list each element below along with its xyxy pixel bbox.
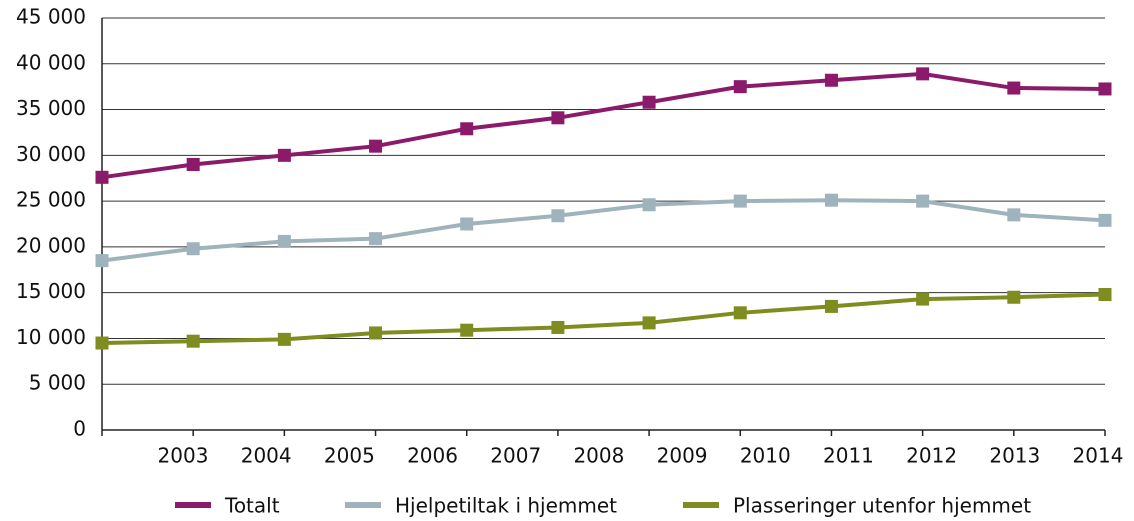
point-marker — [1007, 81, 1021, 95]
x-tick-label: 2013 — [989, 444, 1040, 468]
point-marker — [186, 334, 200, 348]
point-marker — [277, 148, 291, 162]
point-marker — [642, 95, 656, 109]
point-marker — [824, 193, 838, 207]
y-tick-label: 20 000 — [16, 233, 86, 257]
point-marker — [733, 306, 747, 320]
point-marker — [733, 194, 747, 208]
point-marker — [1007, 290, 1021, 304]
legend-label: Hjelpetiltak i hjemmet — [395, 494, 617, 518]
point-marker — [460, 122, 474, 136]
series-line — [101, 198, 1106, 263]
x-tick-label: 2009 — [657, 444, 708, 468]
x-tick-label: 2003 — [158, 444, 209, 468]
x-tick-label: 2006 — [407, 444, 458, 468]
x-tick-label: 2010 — [740, 444, 791, 468]
point-marker — [551, 320, 565, 334]
x-tick-label: 2014 — [1073, 444, 1124, 468]
x-tick-label: 2008 — [573, 444, 624, 468]
point-marker — [551, 209, 565, 223]
point-marker — [1098, 213, 1112, 227]
y-tick-label: 10 000 — [16, 325, 86, 349]
x-tick-label: 2007 — [490, 444, 541, 468]
y-tick-label: 35 000 — [16, 96, 86, 120]
x-tick-label: 2011 — [823, 444, 874, 468]
y-tick-label: 45 000 — [16, 5, 86, 29]
point-marker — [95, 336, 109, 350]
point-marker — [369, 139, 383, 153]
point-marker — [642, 316, 656, 330]
point-marker — [369, 232, 383, 246]
point-marker — [1007, 208, 1021, 222]
point-marker — [369, 326, 383, 340]
point-marker — [551, 111, 565, 125]
x-tick-label: 2004 — [241, 444, 292, 468]
y-tick-label: 25 000 — [16, 188, 86, 212]
x-tick-label: 2012 — [906, 444, 957, 468]
y-tick-label: 15 000 — [16, 279, 86, 303]
point-marker — [460, 217, 474, 231]
point-marker — [916, 194, 930, 208]
point-marker — [460, 323, 474, 337]
point-marker — [1098, 287, 1112, 301]
y-tick-label: 40 000 — [16, 50, 86, 74]
point-marker — [733, 80, 747, 94]
point-marker — [277, 332, 291, 346]
y-tick-label: 30 000 — [16, 142, 86, 166]
point-marker — [277, 234, 291, 248]
point-marker — [916, 67, 930, 81]
series-line — [101, 292, 1106, 346]
series-line — [101, 71, 1106, 180]
point-marker — [642, 198, 656, 212]
y-tick-label: 5 000 — [29, 371, 86, 395]
y-tick-label: 0 — [73, 417, 86, 441]
point-marker — [95, 254, 109, 268]
x-tick-label: 2005 — [324, 444, 375, 468]
point-marker — [1098, 82, 1112, 96]
point-marker — [916, 292, 930, 306]
point-marker — [95, 170, 109, 184]
legend-label: Plasseringer utenfor hjemmet — [733, 494, 1031, 518]
point-marker — [824, 299, 838, 313]
legend-label: Totalt — [224, 494, 280, 518]
point-marker — [186, 157, 200, 171]
point-marker — [186, 242, 200, 256]
point-marker — [824, 73, 838, 87]
